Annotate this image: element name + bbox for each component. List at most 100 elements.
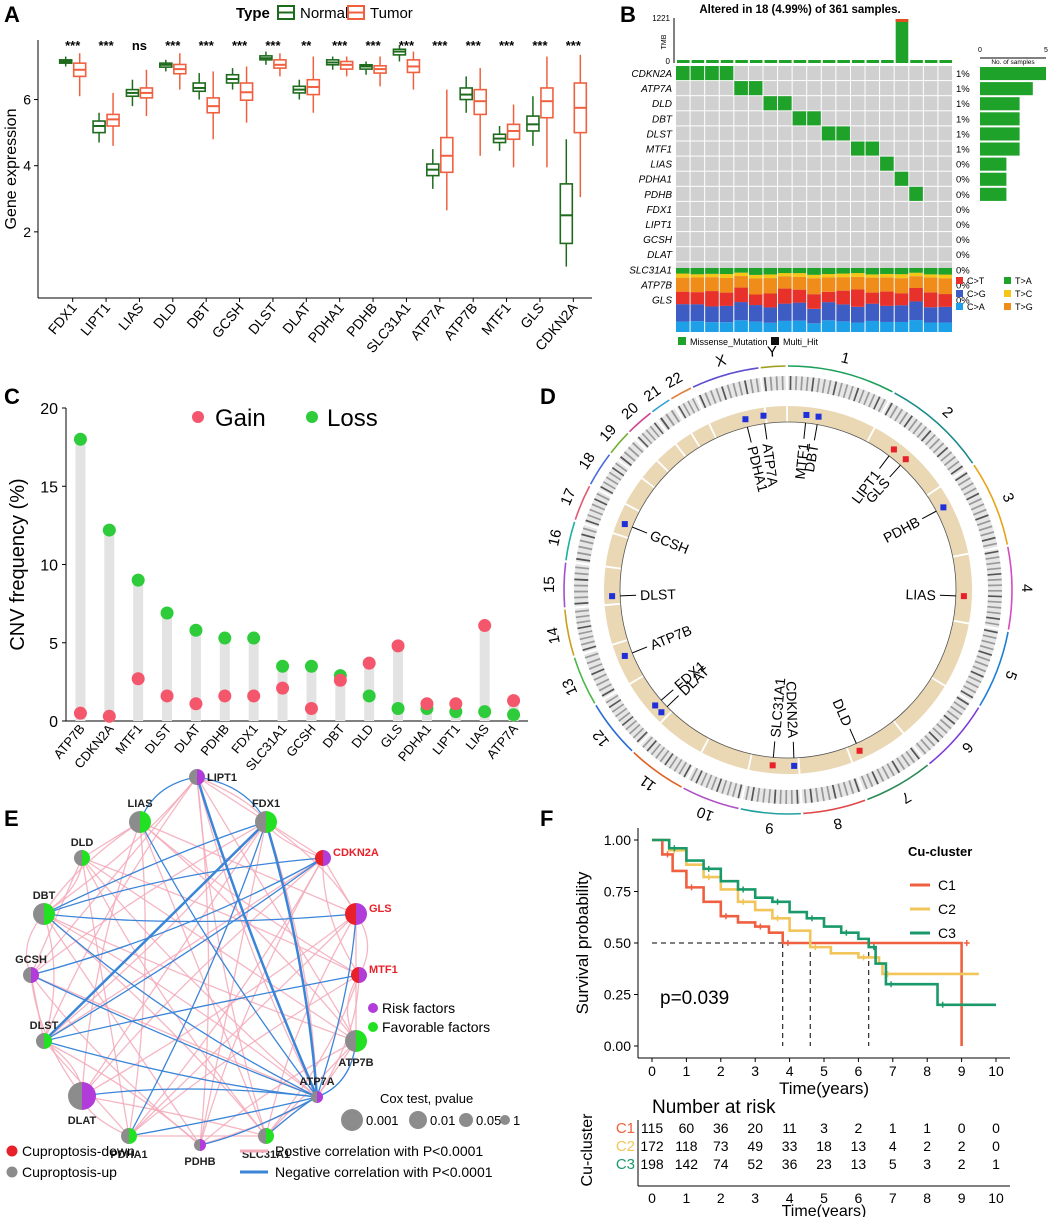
b-cell: [909, 217, 923, 232]
b-cell: [778, 81, 792, 96]
d-cnv-marker: [803, 411, 810, 418]
e-edge-negative: [264, 821, 319, 1098]
b-titv-segment: [705, 322, 719, 332]
d-ideogram-band: [585, 519, 600, 526]
d-chrom-label: 3: [998, 490, 1017, 504]
d-chrom-color-arc: [894, 392, 974, 464]
e-node-label: DLAT: [68, 1115, 97, 1127]
e-edge-positive: [265, 974, 360, 1137]
b-cell: [807, 141, 821, 156]
f-pvalue: p=0.039: [660, 988, 729, 1009]
b-cell: [719, 156, 734, 171]
b-cell: [690, 201, 705, 216]
f-risk-count: 13: [851, 1156, 867, 1172]
b-cell: [880, 81, 894, 96]
b-cell: [938, 141, 952, 156]
d-ideogram-band: [611, 703, 625, 713]
b-cell: [923, 81, 938, 96]
d-ideogram-band: [660, 417, 670, 430]
b-titv-segment: [778, 320, 792, 332]
b-cell: [763, 66, 778, 81]
b-cell: [850, 232, 865, 247]
d-ideogram-band: [956, 696, 970, 706]
b-cell: [821, 66, 836, 81]
b-titv-segment: [821, 277, 836, 292]
e-node-label: MTF1: [369, 964, 398, 976]
b-cell: [748, 232, 763, 247]
b-titv-segment: [734, 302, 748, 321]
c-loss-point: [478, 705, 492, 719]
b-cell: [880, 247, 894, 262]
b-tmb-bar: [851, 60, 865, 63]
b-cell: [865, 81, 880, 96]
d-ideogram-band: [678, 761, 687, 775]
f-y-tick-label: 0.75: [604, 884, 631, 900]
d-chrom-label: 8: [832, 814, 844, 832]
b-cell: [923, 232, 938, 247]
b-titv-segment: [836, 273, 850, 278]
f-censor-mark: [722, 913, 729, 920]
d-cnv-marker: [621, 652, 628, 659]
f-censor-mark: [757, 923, 764, 930]
d-ideogram: [574, 607, 597, 653]
e-edge-negative: [43, 857, 324, 1042]
d-ideogram-band: [947, 460, 960, 471]
b-cell: [923, 141, 938, 156]
d-ideogram-band: [695, 770, 703, 784]
d-ideogram-band: [974, 660, 989, 667]
e-node-right-half: [323, 850, 331, 866]
f-risk-count: 172: [640, 1138, 664, 1154]
panel-label-b: B: [620, 2, 636, 27]
f-risk-count: 1: [889, 1120, 897, 1136]
f-censor-mark: [774, 898, 781, 905]
a-x-tick-label: GCSH: [209, 300, 247, 341]
d-ideogram-band: [705, 774, 713, 789]
e-edge-negative: [139, 821, 318, 1098]
b-cell: [938, 66, 952, 81]
a-significance: ***: [98, 38, 114, 53]
b-tmb-max: 1221: [652, 14, 670, 23]
b-cell: [734, 111, 748, 126]
b-cell: [850, 126, 865, 141]
a-x-tick-label: GLS: [517, 300, 547, 332]
e-node-left-half: [255, 811, 266, 833]
d-ideogram-band: [591, 668, 605, 676]
b-cell: [676, 81, 690, 96]
d-ideogram-band: [600, 485, 614, 495]
d-ideogram-band: [596, 492, 610, 501]
d-chrom-color-arc: [563, 562, 567, 608]
f-risk-title: Number at risk: [652, 1097, 776, 1118]
a-significance: ***: [499, 38, 515, 53]
d-ideogram-band: [596, 678, 610, 687]
b-titv-segment: [792, 268, 807, 274]
b-cell: [719, 232, 734, 247]
b-cell: [734, 201, 748, 216]
b-gene-label: DLAT: [647, 250, 673, 261]
e-node-label: PDHA1: [110, 1149, 147, 1161]
b-cell: [690, 247, 705, 262]
b-cell: [865, 156, 880, 171]
e-edge-positive: [139, 821, 357, 915]
b-cell: [909, 126, 923, 141]
e-legend-down-key: [6, 1145, 18, 1157]
b-cell: [778, 186, 792, 201]
b-cell: [705, 96, 719, 111]
d-cnv-marker: [742, 416, 749, 423]
f-curve-c3: [652, 838, 996, 1007]
b-titv-segment: [690, 292, 705, 305]
f-x-label: Time(years): [779, 1079, 869, 1098]
c-gain-point: [478, 619, 492, 633]
e-legend-down: Cuproptosis-down: [22, 1143, 135, 1159]
b-cell: [705, 141, 719, 156]
e-cox-label: 0.01: [430, 1113, 455, 1128]
c-gain-point: [102, 709, 116, 723]
d-ideogram-band: [976, 519, 991, 526]
e-edge-positive: [43, 913, 318, 1098]
b-tmb-bar: [779, 60, 792, 63]
d-ideogram-band: [932, 727, 944, 739]
b-cell: [923, 186, 938, 201]
b-cell: [909, 96, 923, 111]
e-legend-up-key: [6, 1166, 18, 1178]
b-cell: [821, 81, 836, 96]
e-legend-up: Cuproptosis-up: [22, 1164, 117, 1180]
